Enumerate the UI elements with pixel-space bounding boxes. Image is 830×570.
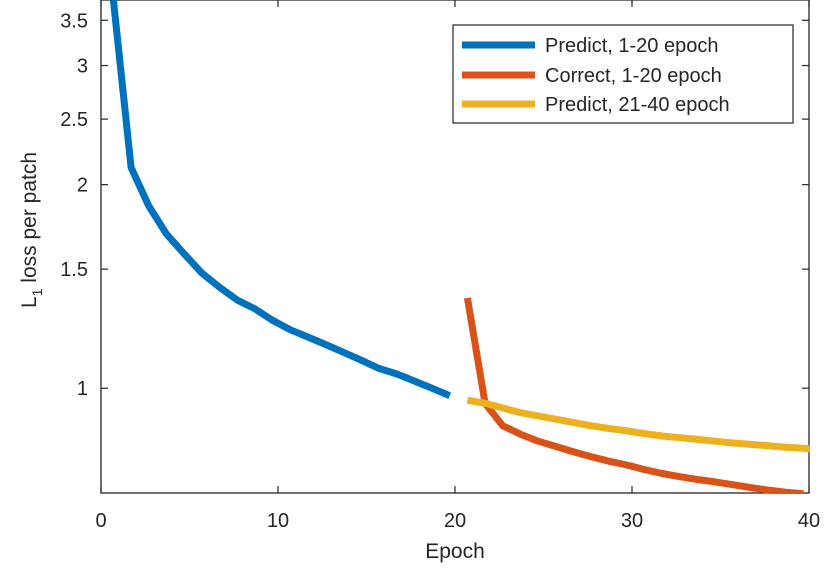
legend-label-predict-21-40: Predict, 21-40 epoch <box>545 94 730 116</box>
y-tick-label: 2 <box>77 175 88 197</box>
axis-ticks: 0 10 20 30 40 1 1.5 2 2.5 3 3.5 <box>60 0 820 532</box>
x-tick-label: 0 <box>95 510 106 532</box>
series-line-0 <box>109 0 452 399</box>
x-tick-label: 40 <box>798 510 820 532</box>
x-tick-label: 30 <box>621 510 643 532</box>
y-tick-label: 1.5 <box>60 259 88 281</box>
series-lines <box>109 0 810 494</box>
series-line-2 <box>466 396 810 453</box>
y-tick-label: 1 <box>77 378 88 400</box>
legend: Predict, 1-20 epoch Correct, 1-20 epoch … <box>452 24 794 124</box>
series-line-1 <box>463 297 805 494</box>
x-axis-label: Epoch <box>425 540 485 563</box>
legend-label-correct-1-20: Correct, 1-20 epoch <box>545 65 722 87</box>
x-tick-label: 10 <box>267 510 289 532</box>
legend-label-predict-1-20: Predict, 1-20 epoch <box>545 35 718 57</box>
y-tick-label: 3.5 <box>60 10 88 32</box>
y-tick-label: 3 <box>77 56 88 78</box>
y-axis-label: L1 loss per patch <box>18 152 45 308</box>
x-tick-label: 20 <box>444 510 466 532</box>
y-tick-label: 2.5 <box>60 109 88 131</box>
